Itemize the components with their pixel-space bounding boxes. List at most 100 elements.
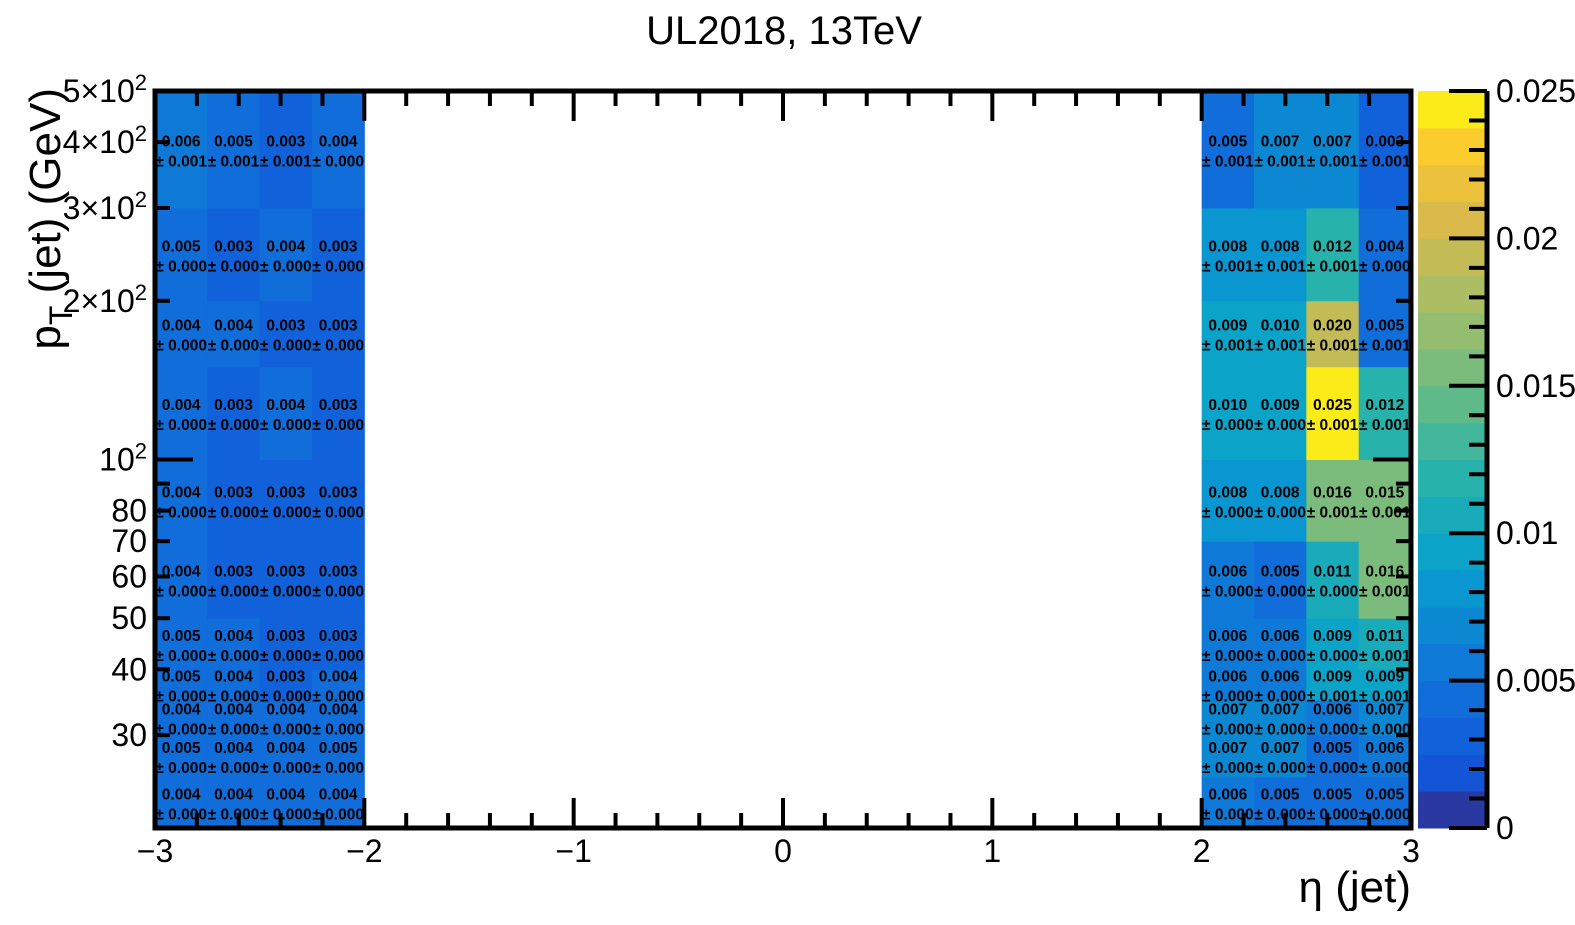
- cell-error-label: ± 0.000: [208, 338, 260, 355]
- palette-band: [1418, 164, 1487, 203]
- x-tick-label: 3: [1402, 833, 1420, 869]
- cell-value-label: 0.006: [1208, 786, 1247, 803]
- cell-value-label: 0.006: [1261, 628, 1300, 645]
- cell-error-label: ± 0.000: [312, 504, 364, 521]
- heatmap-cell: [207, 541, 261, 619]
- z-tick-label: 0.025: [1496, 73, 1575, 109]
- cell-error-label: ± 0.001: [208, 153, 260, 170]
- cell-error-label: ± 0.000: [208, 258, 260, 275]
- heatmap-cell: [312, 618, 365, 670]
- cell-error-label: ± 0.001: [1359, 417, 1411, 434]
- cell-error-label: ± 0.000: [155, 648, 207, 665]
- cell-value-label: 0.003: [266, 628, 305, 645]
- heatmap-cell: [312, 91, 365, 209]
- heatmap-cell: [1201, 300, 1255, 368]
- y-axis-title-subscript: T: [43, 306, 79, 326]
- heatmap-cell: [259, 669, 313, 701]
- cell-value-label: 0.005: [1365, 786, 1404, 803]
- z-tick-label: 0.015: [1496, 368, 1575, 404]
- cell-value-label: 0.006: [1365, 740, 1404, 757]
- cell-error-label: ± 0.000: [1202, 417, 1254, 434]
- cell-error-label: ± 0.000: [1359, 722, 1411, 739]
- cell-value-label: 0.011: [1366, 628, 1404, 645]
- palette-band: [1418, 680, 1487, 718]
- palette-band: [1418, 422, 1487, 460]
- heatmap-cell: [259, 618, 313, 670]
- cell-error-label: ± 0.000: [1202, 689, 1254, 706]
- cell-error-label: ± 0.000: [260, 806, 312, 823]
- palette-band: [1418, 754, 1487, 792]
- palette-band: [1418, 533, 1487, 571]
- cell-value-label: 0.016: [1365, 564, 1404, 581]
- cell-value-label: 0.007: [1365, 702, 1404, 719]
- cell-error-label: ± 0.001: [1359, 153, 1411, 170]
- cell-error-label: ± 0.000: [155, 258, 207, 275]
- y-tick-label: 2×102: [63, 280, 147, 319]
- z-tick-label: 0.005: [1496, 663, 1575, 699]
- cell-error-label: ± 0.000: [1254, 417, 1306, 434]
- superscript: 2: [135, 70, 147, 95]
- heatmap-cell: [259, 207, 313, 302]
- cell-value-label: 0.009: [1261, 397, 1300, 414]
- heatmap-cell: [155, 541, 208, 619]
- heatmap-cell: [207, 91, 261, 209]
- cell-error-label: ± 0.000: [1254, 760, 1306, 777]
- superscript: 2: [135, 439, 147, 464]
- cell-value-label: 0.006: [1208, 669, 1247, 686]
- cell-error-label: ± 0.000: [312, 760, 364, 777]
- cell-value-label: 0.004: [162, 484, 201, 501]
- cell-error-label: ± 0.000: [1254, 806, 1306, 823]
- y-tick-label: 60: [111, 558, 147, 594]
- cell-value-label: 0.007: [1261, 702, 1300, 719]
- cell-value-label: 0.003: [1365, 133, 1404, 150]
- y-tick-label: 102: [99, 439, 147, 478]
- heatmap-cell: [155, 618, 208, 670]
- cell-error-label: ± 0.000: [208, 806, 260, 823]
- cell-value-label: 0.004: [1365, 238, 1404, 255]
- cell-value-label: 0.004: [214, 786, 253, 803]
- cell-error-label: ± 0.001: [1307, 153, 1359, 170]
- chart-title: UL2018, 13TeV: [646, 9, 922, 53]
- cell-value-label: 0.003: [319, 628, 358, 645]
- cell-value-label: 0.010: [1208, 397, 1247, 414]
- cell-value-label: 0.012: [1365, 397, 1404, 414]
- cell-value-label: 0.004: [162, 702, 201, 719]
- cell-error-label: ± 0.000: [260, 584, 312, 601]
- cell-value-label: 0.010: [1261, 318, 1300, 335]
- cell-error-label: ± 0.000: [1307, 584, 1359, 601]
- heatmap-cell: [1254, 91, 1307, 209]
- cell-value-label: 0.005: [214, 133, 253, 150]
- cell-value-label: 0.007: [1208, 740, 1247, 757]
- x-tick-label: −2: [346, 833, 382, 869]
- heatmap-cell: [259, 541, 313, 619]
- heatmap-cell: [312, 541, 365, 619]
- cell-error-label: ± 0.000: [155, 722, 207, 739]
- heatmap-cell: [312, 735, 365, 778]
- heatmap-cell: [155, 776, 208, 829]
- cell-error-label: ± 0.000: [312, 338, 364, 355]
- cell-value-label: 0.008: [1261, 484, 1300, 501]
- cell-error-label: ± 0.000: [260, 760, 312, 777]
- heatmap-cell: [207, 300, 261, 368]
- cell-value-label: 0.016: [1313, 484, 1352, 501]
- cell-error-label: ± 0.000: [1254, 689, 1306, 706]
- cell-value-label: 0.004: [319, 786, 358, 803]
- cell-value-label: 0.005: [319, 740, 358, 757]
- cell-value-label: 0.005: [1261, 564, 1300, 581]
- z-axis: 0 0.005 0.01 0.015 0.02 0.025: [1449, 73, 1575, 846]
- cell-error-label: ± 0.000: [155, 689, 207, 706]
- cell-error-label: ± 0.001: [1359, 689, 1411, 706]
- cell-error-label: ± 0.000: [208, 722, 260, 739]
- heatmap-cell: [207, 366, 261, 460]
- cell-error-label: ± 0.000: [1307, 760, 1359, 777]
- cell-value-label: 0.006: [1208, 564, 1247, 581]
- heatmap-cell: [1254, 669, 1307, 701]
- palette-band: [1418, 385, 1487, 424]
- heatmap-cell: [1306, 735, 1360, 778]
- cell-error-label: ± 0.000: [260, 722, 312, 739]
- cell-error-label: ± 0.000: [312, 417, 364, 434]
- x-tick-label: 0: [774, 833, 792, 869]
- cell-error-label: ± 0.001: [1307, 338, 1359, 355]
- cell-value-label: 0.005: [162, 740, 201, 757]
